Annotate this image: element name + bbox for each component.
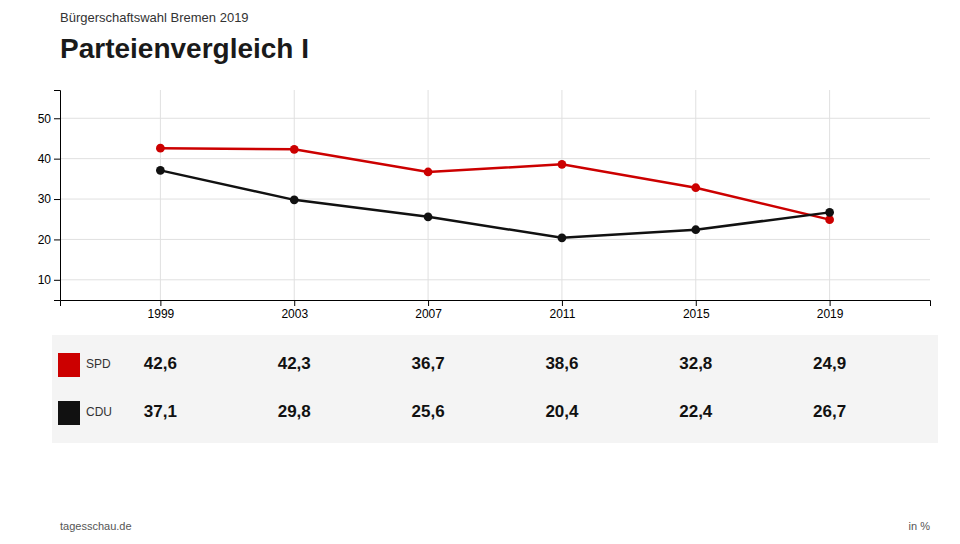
value-label: 42,6	[144, 354, 177, 373]
value-label: 38,6	[545, 354, 578, 373]
grid-line	[60, 158, 930, 159]
x-tick: 1999	[148, 300, 175, 321]
value-label: 37,1	[144, 402, 177, 421]
value-label: 42,3	[278, 354, 311, 373]
tick-mark	[54, 239, 60, 240]
tick-label: 2007	[415, 307, 442, 321]
plot-area	[156, 144, 834, 242]
y-tick: 20	[38, 233, 60, 247]
point	[290, 145, 299, 154]
point	[558, 160, 567, 169]
source: tagesschau.de	[60, 520, 132, 532]
point	[558, 233, 567, 242]
point	[290, 195, 299, 204]
value-label: 25,6	[412, 402, 445, 421]
y-axis: 10 20 30 40 50	[38, 91, 61, 301]
tick-mark	[294, 300, 295, 306]
value-label: 29,8	[278, 402, 311, 421]
point	[825, 208, 834, 217]
tick-label: 10	[38, 273, 52, 287]
tick-label: 2011	[550, 307, 576, 321]
grid-line	[428, 90, 429, 300]
tick-mark	[54, 159, 60, 160]
tick-mark	[830, 300, 831, 306]
tick-label: 40	[38, 152, 52, 166]
legend-swatch	[58, 353, 80, 377]
value-label: 22,4	[679, 402, 713, 421]
grid-line	[294, 90, 295, 300]
x-tick: 2015	[683, 300, 710, 321]
y-tick: 30	[38, 192, 60, 206]
point	[691, 225, 700, 234]
tick-mark	[160, 300, 161, 306]
legend-background	[52, 335, 938, 443]
x-tick: 2007	[415, 300, 442, 321]
tick-mark	[696, 300, 697, 306]
y-tick: 10	[38, 273, 60, 287]
tick-mark	[54, 199, 60, 200]
grid-line	[695, 90, 696, 300]
value-label: 32,8	[679, 354, 712, 373]
tick-label: 2003	[281, 307, 308, 321]
tick-label: 20	[38, 233, 52, 247]
subtitle: Bürgerschaftswahl Bremen 2019	[60, 10, 249, 25]
tick-label: 50	[38, 112, 52, 126]
grid-line	[60, 239, 930, 240]
point	[156, 144, 165, 153]
grid-line	[60, 118, 930, 119]
grid-line	[60, 199, 930, 200]
x-tick: 2011	[550, 300, 576, 321]
y-tick: 50	[38, 112, 60, 126]
tick-mark	[54, 280, 60, 281]
legend-swatch	[58, 401, 80, 425]
tick-label: 30	[38, 192, 52, 206]
x-tick: 2019	[817, 300, 844, 321]
grid-line	[160, 90, 161, 300]
x-axis: 1999 2003 2007 2011 2015 2019	[61, 300, 931, 321]
x-tick: 2003	[281, 300, 308, 321]
tick-mark	[54, 118, 60, 119]
point	[424, 212, 433, 221]
series-line	[160, 148, 829, 219]
y-axis-line	[54, 91, 61, 301]
legend-label: CDU	[86, 405, 112, 419]
tick-label: 2015	[683, 307, 710, 321]
tick-mark	[428, 300, 429, 306]
chart: Bürgerschaftswahl Bremen 2019 Parteienver…	[0, 0, 960, 544]
tick-label: 1999	[148, 307, 175, 321]
point	[424, 168, 433, 177]
value-label: 24,9	[813, 354, 846, 373]
title: Parteienvergleich I	[60, 33, 309, 64]
grid	[60, 90, 930, 300]
legend-label: SPD	[86, 357, 111, 371]
value-label: 20,4	[545, 402, 579, 421]
point	[156, 166, 165, 175]
value-label: 26,7	[813, 402, 846, 421]
grid-line	[561, 90, 562, 300]
legend: SPD 42,6 42,3 36,7 38,6 32,8 24,9 CDU 37,1 29,8 25…	[52, 335, 938, 443]
unit: in %	[909, 520, 931, 532]
tick-label: 2019	[817, 307, 844, 321]
point	[691, 183, 700, 192]
grid-line	[60, 279, 930, 280]
x-axis-line	[61, 301, 931, 307]
value-label: 36,7	[412, 354, 445, 373]
series-line	[160, 170, 829, 237]
y-tick: 40	[38, 152, 60, 166]
tick-mark	[562, 300, 563, 306]
grid-line	[829, 90, 830, 300]
